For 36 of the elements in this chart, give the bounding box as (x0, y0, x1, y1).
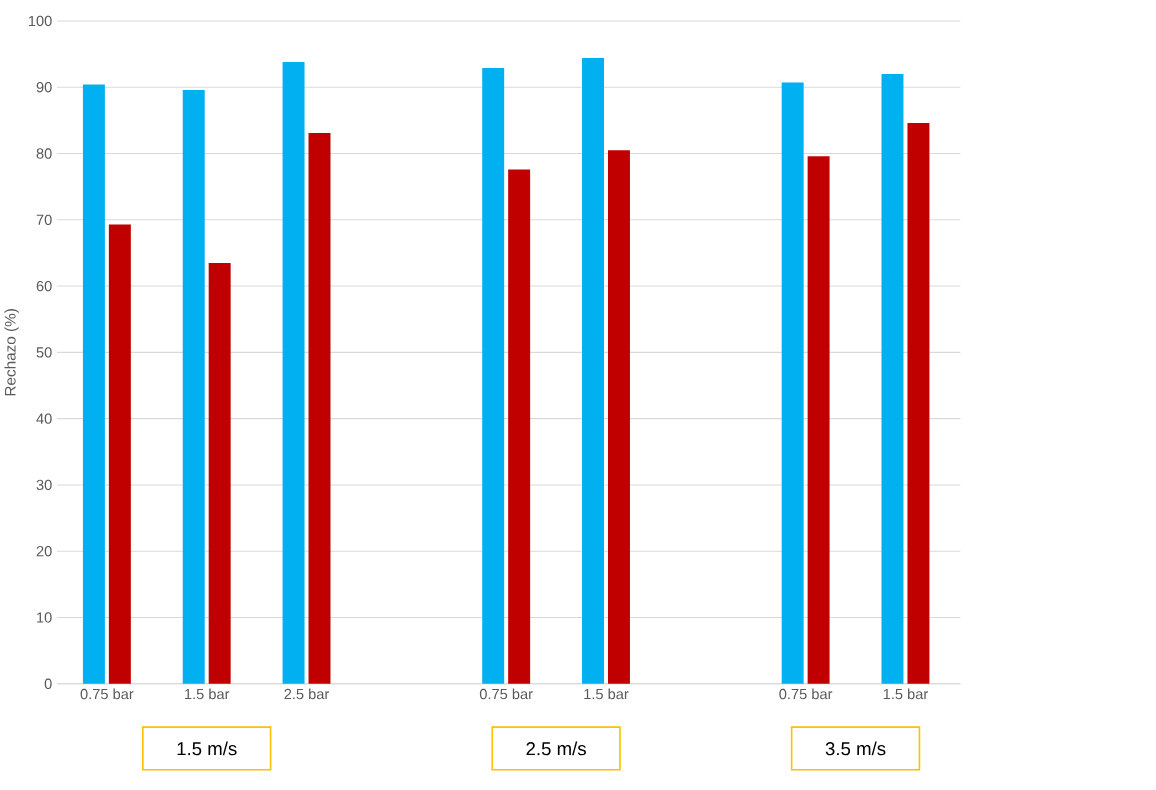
text: 2.5 m/s (526, 741, 586, 756)
bar (182, 90, 205, 684)
x-tick-label: 2.5 bar (284, 688, 330, 700)
y-tick-label: 10 (37, 612, 52, 623)
y-tick-label: 70 (36, 214, 52, 226)
bar (482, 68, 505, 684)
y-tick-label: 60 (36, 281, 52, 292)
bar (282, 62, 305, 684)
bar (781, 82, 804, 684)
x-tick-label: 0.75 bar (779, 688, 833, 700)
x-tick-label: 0.75 bar (80, 688, 134, 700)
x-tick-label: 1.5 bar (883, 688, 928, 700)
x-tick-label: 0.75 bar (479, 688, 533, 700)
x-tick-label: 1.5 bar (584, 688, 629, 700)
y-tick-label: 40 (36, 413, 52, 425)
bar (82, 84, 105, 684)
bar (582, 58, 604, 684)
bar (807, 156, 830, 684)
bar (907, 123, 930, 684)
bar (508, 169, 531, 684)
bar (607, 150, 630, 684)
bar (108, 224, 131, 684)
y-tick-label: 50 (36, 347, 52, 358)
x-tick-label: 1.5 bar (185, 688, 230, 700)
y-tick-label: 80 (36, 148, 52, 159)
y-tick-label: 20 (36, 546, 52, 557)
y-tick-label: 30 (36, 479, 52, 491)
y-tick-label: 90 (36, 82, 52, 93)
bar (881, 74, 904, 684)
y-tick-label: 0 (44, 678, 52, 690)
text: 1.5 m/s (177, 741, 237, 756)
bar (308, 133, 331, 684)
y-axis-title: Rechazo (%) (4, 309, 19, 396)
text: 3.5 m/s (825, 741, 886, 756)
y-tick-label: 100 (28, 15, 52, 27)
bar (208, 263, 231, 684)
